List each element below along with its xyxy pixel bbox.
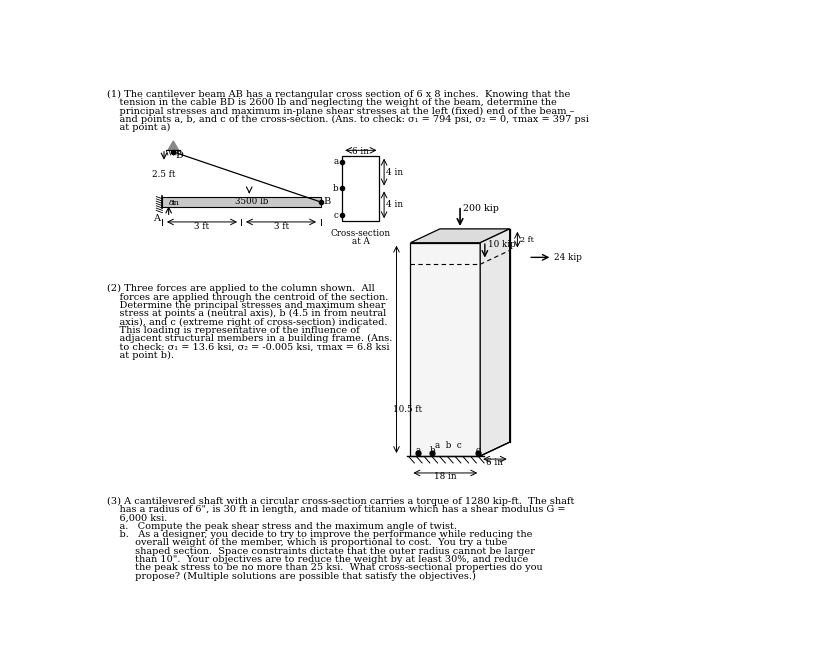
Polygon shape	[410, 229, 510, 243]
Text: than 10".  Your objectives are to reduce the weight by at least 30%, and reduce: than 10". Your objectives are to reduce …	[108, 555, 529, 564]
Text: (1) The cantilever beam AB has a rectangular cross section of 6 x 8 inches.  Kno: (1) The cantilever beam AB has a rectang…	[108, 91, 570, 100]
Text: D: D	[175, 151, 184, 160]
Text: (3) A cantilevered shaft with a circular cross-section carries a torque of 1280 : (3) A cantilevered shaft with a circular…	[108, 497, 574, 506]
Text: a: a	[333, 157, 339, 167]
Text: 18 in: 18 in	[434, 472, 457, 481]
Text: This loading is representative of the influence of: This loading is representative of the in…	[108, 326, 360, 335]
Text: at A: at A	[352, 237, 370, 245]
Text: at point b).: at point b).	[108, 351, 175, 360]
Text: b: b	[429, 446, 435, 455]
Text: adjacent structural members in a building frame. (Ans.: adjacent structural members in a buildin…	[108, 334, 392, 343]
Text: axis), and c (extreme right of cross-section) indicated.: axis), and c (extreme right of cross-sec…	[108, 318, 388, 327]
Text: has a radius of 6", is 30 ft in length, and made of titanium which has a shear m: has a radius of 6", is 30 ft in length, …	[108, 505, 566, 514]
Text: (2) Three forces are applied to the column shown.  All: (2) Three forces are applied to the colu…	[108, 284, 375, 293]
Text: principal stresses and maximum in-plane shear stresses at the left (fixed) end o: principal stresses and maximum in-plane …	[108, 106, 575, 115]
Text: c: c	[476, 446, 481, 455]
Text: stress at points a (neutral axis), b (4.5 in from neutral: stress at points a (neutral axis), b (4.…	[108, 309, 387, 318]
Text: overall weight of the member, which is proportional to cost.  You try a tube: overall weight of the member, which is p…	[108, 539, 508, 547]
Text: 6 in: 6 in	[353, 147, 370, 156]
Polygon shape	[480, 229, 510, 456]
Text: to check: σ₁ = 13.6 ksi, σ₂ = -0.005 ksi, τmax = 6.8 ksi: to check: σ₁ = 13.6 ksi, σ₂ = -0.005 ksi…	[108, 342, 390, 352]
Text: the peak stress to be no more than 25 ksi.  What cross-sectional properties do y: the peak stress to be no more than 25 ks…	[108, 564, 543, 572]
Polygon shape	[168, 141, 179, 150]
Text: and points a, b, and c of the cross-section. (Ans. to check: σ₁ = 794 psi, σ₂ = : and points a, b, and c of the cross-sect…	[108, 115, 589, 123]
Bar	[342, 155, 379, 221]
Text: 6 in: 6 in	[486, 459, 503, 467]
Text: b.   As a designer, you decide to try to improve the performance while reducing : b. As a designer, you decide to try to i…	[108, 530, 533, 539]
Text: 4 in: 4 in	[387, 167, 404, 176]
Text: 6,000 ksi.: 6,000 ksi.	[108, 514, 168, 522]
Text: a  b  c: a b c	[435, 441, 461, 449]
Text: 4 in: 4 in	[387, 200, 404, 209]
Text: 8: 8	[169, 199, 174, 207]
Text: 200 kip: 200 kip	[463, 204, 499, 213]
Text: b: b	[333, 184, 339, 193]
Text: 2.5 ft: 2.5 ft	[152, 171, 175, 180]
Text: at point a): at point a)	[108, 123, 171, 132]
Text: a: a	[415, 446, 421, 455]
Text: 24 kip: 24 kip	[554, 253, 582, 262]
Text: c: c	[334, 211, 339, 220]
Bar	[410, 243, 480, 456]
Text: shaped section.  Space constraints dictate that the outer radius cannot be large: shaped section. Space constraints dictat…	[108, 546, 535, 556]
Text: tension in the cable BD is 2600 lb and neglecting the weight of the beam, determ: tension in the cable BD is 2600 lb and n…	[108, 98, 557, 108]
Text: 3 ft: 3 ft	[273, 222, 289, 231]
Text: 3 ft: 3 ft	[194, 222, 210, 231]
Text: in: in	[171, 199, 180, 207]
Text: forces are applied through the centroid of the section.: forces are applied through the centroid …	[108, 293, 388, 302]
Text: 2 ft: 2 ft	[520, 236, 534, 243]
Bar	[162, 197, 321, 207]
Text: A: A	[153, 215, 160, 223]
Text: 10.5 ft: 10.5 ft	[392, 405, 422, 415]
Text: Cross-section: Cross-section	[330, 229, 391, 238]
Text: 3500 lb: 3500 lb	[235, 197, 268, 205]
Text: B: B	[324, 197, 331, 207]
Text: 10 kip: 10 kip	[488, 239, 516, 249]
Text: propose? (Multiple solutions are possible that satisfy the objectives.): propose? (Multiple solutions are possibl…	[108, 571, 477, 581]
Text: a.   Compute the peak shear stress and the maximum angle of twist.: a. Compute the peak shear stress and the…	[108, 522, 458, 531]
Text: Determine the principal stresses and maximum shear: Determine the principal stresses and max…	[108, 301, 386, 310]
